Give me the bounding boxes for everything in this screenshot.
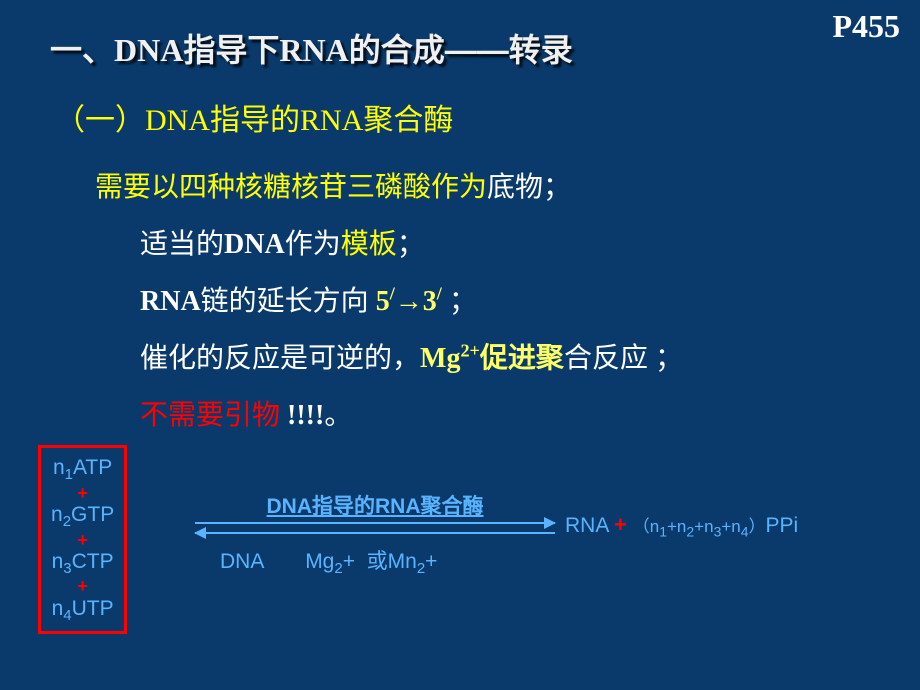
point1-b: 底物 [487,172,543,203]
point4-c: 合反应 ； [564,343,683,374]
reaction-arrows [195,522,555,540]
subtitle-num: （一） [55,104,145,137]
subtitle-post: 聚合酶 [363,104,453,137]
main-title: 一、DNA指导下RNA的合成——转录 [50,25,573,71]
forward-arrow-icon [195,522,555,524]
ntp-atp: n1ATP [51,454,114,485]
enzyme-post: 聚合酶 [421,495,484,518]
product-rna: RNA [565,514,614,537]
point-4: 催化的反应是可逆的，Mg2+促进聚合反应 ； [140,336,683,376]
ntp-utp: n4UTP [51,595,114,626]
point5-excl: !!!! [280,400,324,431]
point-5: 不需要引物 !!!!。 [140,393,352,433]
reaction-conditions: DNA Mg2+ 或Mn2+ [220,545,437,577]
point3-direction: 5/→3/ [376,286,442,317]
ntp-plus-3: + [51,578,114,594]
point2-c: 模板 [341,229,397,260]
page-reference: P455 [832,8,900,45]
enzyme-label: DNA指导的RNA聚合酶 [195,490,555,520]
ntp-plus-2: + [51,532,114,548]
ntp-substrate-box: n1ATP + n2GTP + n3CTP + n4UTP [38,445,127,634]
bottom-dna: DNA [220,550,264,573]
product-plus: + [614,512,627,537]
point3-d: ； [442,286,477,317]
enzyme-mid: 指导的 [312,495,375,518]
point2-b: 作为 [285,229,341,260]
subtitle-mid: 指导的 [210,104,300,137]
title-prefix: 一、 [50,32,114,68]
point3-rna: RNA [140,286,201,317]
subtitle-dna: DNA [145,104,210,137]
title-post: 的合成——转录 [349,32,573,68]
enzyme-dna: DNA [267,495,313,518]
point2-dna: DNA [224,229,285,260]
ntp-plus-1: + [51,485,114,501]
subtitle: （一）DNA指导的RNA聚合酶 [55,95,453,139]
point1-c: ； [543,172,571,203]
ntp-gtp: n2GTP [51,501,114,532]
point1-a: 需要以四种核糖核苷三磷酸作为 [95,172,487,203]
point2-d: ； [397,229,425,260]
point4-mg: Mg2+ [420,343,480,374]
point2-a: 适当的 [140,229,224,260]
reaction-arrow-group: DNA指导的RNA聚合酶 [195,490,555,540]
product-ppi: PPi [766,514,799,537]
title-dna: DNA [114,32,183,68]
point-1: 需要以四种核糖核苷三磷酸作为底物； [95,165,571,205]
ntp-ctp: n3CTP [51,548,114,579]
title-rna: RNA [279,32,348,68]
point4-a: 催化的反应是可逆的， [140,343,420,374]
subtitle-rna: RNA [300,104,363,137]
backward-arrow-icon [195,532,555,534]
point5-dot: 。 [324,400,352,431]
point3-a: 链的延长方向 [201,286,376,317]
point4-b: 促进聚 [480,343,564,374]
product-coeff: （n1+n2+n3+n4） [633,517,766,536]
enzyme-rna: RNA [375,495,421,518]
reaction-products: RNA + （n1+n2+n3+n4）PPi [565,512,798,539]
bottom-cofactor: Mg2+ 或Mn2+ [305,550,437,573]
title-mid: 指导下 [183,32,279,68]
point-2: 适当的DNA作为模板； [140,222,425,262]
point5-a: 不需要引物 [140,400,280,431]
point-3: RNA链的延长方向 5/→3/ ； [140,279,477,319]
